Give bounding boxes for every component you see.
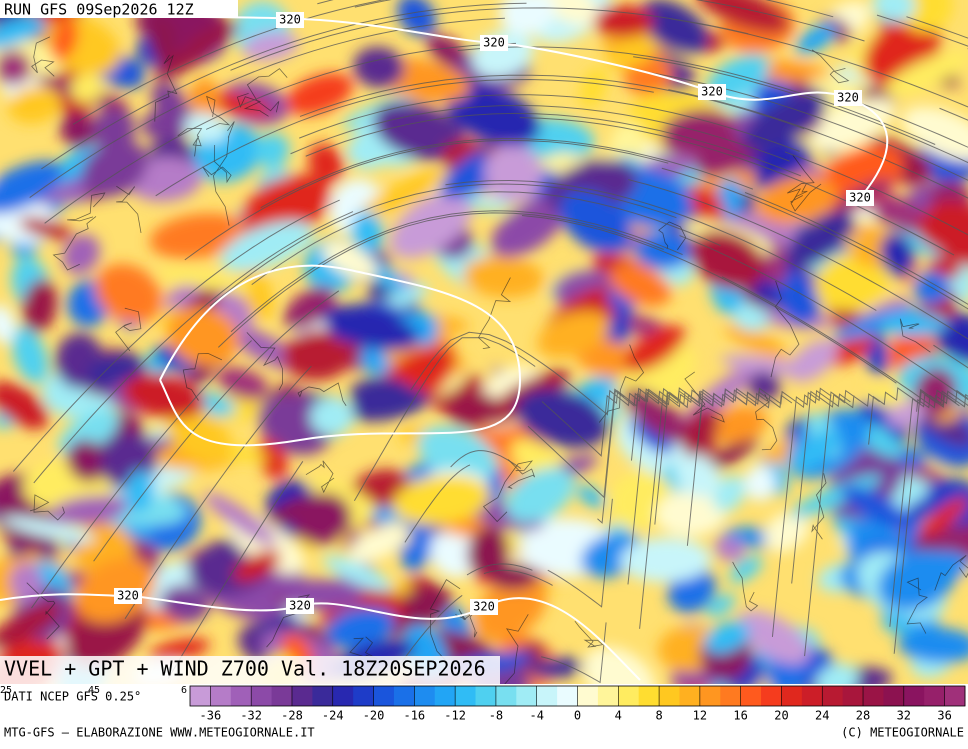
colorbar-swatch bbox=[496, 686, 517, 706]
colorbar-swatch bbox=[435, 686, 456, 706]
colorbar-swatch bbox=[843, 686, 864, 706]
colorbar-swatch bbox=[394, 686, 415, 706]
colorbar-swatch bbox=[578, 686, 599, 706]
colorbar-swatch bbox=[679, 686, 700, 706]
colorbar-tick-label: 12 bbox=[693, 709, 707, 723]
colorbar-swatch bbox=[863, 686, 884, 706]
colorbar-swatch bbox=[272, 686, 293, 706]
colorbar-tick-label: -24 bbox=[322, 709, 344, 723]
colorbar-swatch bbox=[781, 686, 802, 706]
colorbar-swatch bbox=[904, 686, 925, 706]
run-label: RUN GFS 09Sep2026 12Z bbox=[4, 1, 194, 19]
contour-label: 320 bbox=[701, 85, 723, 99]
colorbar-tick-label: 8 bbox=[655, 709, 662, 723]
contour-label: 320 bbox=[473, 600, 495, 614]
colorbar-swatch bbox=[353, 686, 374, 706]
colorbar-swatch bbox=[251, 686, 272, 706]
footer-right: (C) METEOGIORNALE bbox=[841, 726, 964, 740]
colorbar-swatch bbox=[659, 686, 680, 706]
colorbar-swatch bbox=[455, 686, 476, 706]
contour-label: 320 bbox=[483, 36, 505, 50]
colorbar-swatch bbox=[333, 686, 354, 706]
colorbar-swatch bbox=[741, 686, 762, 706]
colorbar-tick-label: 0 bbox=[574, 709, 581, 723]
colorbar-swatch bbox=[639, 686, 660, 706]
colorbar-tick-label: 36 bbox=[937, 709, 951, 723]
colorbar-swatch bbox=[945, 686, 966, 706]
colorbar-tick-label: -32 bbox=[240, 709, 262, 723]
colorbar-swatch bbox=[210, 686, 231, 706]
colorbar-swatch bbox=[883, 686, 904, 706]
colorbar-tick-label: -8 bbox=[489, 709, 503, 723]
colorbar-swatch bbox=[476, 686, 497, 706]
contour-label: 320 bbox=[289, 599, 311, 613]
map-title: VVEL + GPT + WIND Z700 Val. 18Z20SEP2026 bbox=[4, 657, 486, 681]
colorbar-swatch bbox=[761, 686, 782, 706]
colorbar-swatch bbox=[516, 686, 537, 706]
colorbar-swatch bbox=[557, 686, 578, 706]
colorbar-tick-label: 4 bbox=[615, 709, 622, 723]
colorbar-swatch bbox=[292, 686, 313, 706]
colorbar-swatch bbox=[802, 686, 823, 706]
colorbar-swatch bbox=[312, 686, 333, 706]
colorbar-tick-label: -20 bbox=[363, 709, 385, 723]
colorbar-swatch bbox=[414, 686, 435, 706]
footer-left: MTG-GFS — ELABORAZIONE WWW.METEOGIORNALE… bbox=[4, 726, 315, 740]
source-label: DATI NCEP GFS 0.25° bbox=[4, 690, 141, 704]
colorbar-tick-label: 20 bbox=[774, 709, 788, 723]
contour-label: 320 bbox=[837, 91, 859, 105]
contour-label: 320 bbox=[849, 191, 871, 205]
colorbar-tick-label: 16 bbox=[733, 709, 747, 723]
contour-label: 320 bbox=[279, 13, 301, 27]
colorbar-swatch bbox=[537, 686, 558, 706]
colorbar-tick-label: 24 bbox=[815, 709, 829, 723]
colorbar-tick-label: -16 bbox=[403, 709, 425, 723]
colorbar-swatch bbox=[924, 686, 945, 706]
colorbar-swatch bbox=[374, 686, 395, 706]
colorbar-swatch bbox=[822, 686, 843, 706]
colorbar-tick-label: 28 bbox=[856, 709, 870, 723]
colorbar-tick-label: -36 bbox=[200, 709, 222, 723]
colorbar-swatch bbox=[231, 686, 252, 706]
colorbar-tick-label: -4 bbox=[529, 709, 543, 723]
colorbar-swatch bbox=[618, 686, 639, 706]
contour-label: 320 bbox=[117, 589, 139, 603]
colorbar-tick-label: -12 bbox=[444, 709, 466, 723]
colorbar-swatch bbox=[700, 686, 721, 706]
colorbar-swatch bbox=[190, 686, 211, 706]
edge-label: 6 bbox=[181, 685, 187, 696]
colorbar-tick-label: -28 bbox=[281, 709, 303, 723]
colorbar-tick-label: 32 bbox=[897, 709, 911, 723]
colorbar-swatch bbox=[598, 686, 619, 706]
colorbar-swatch bbox=[720, 686, 741, 706]
